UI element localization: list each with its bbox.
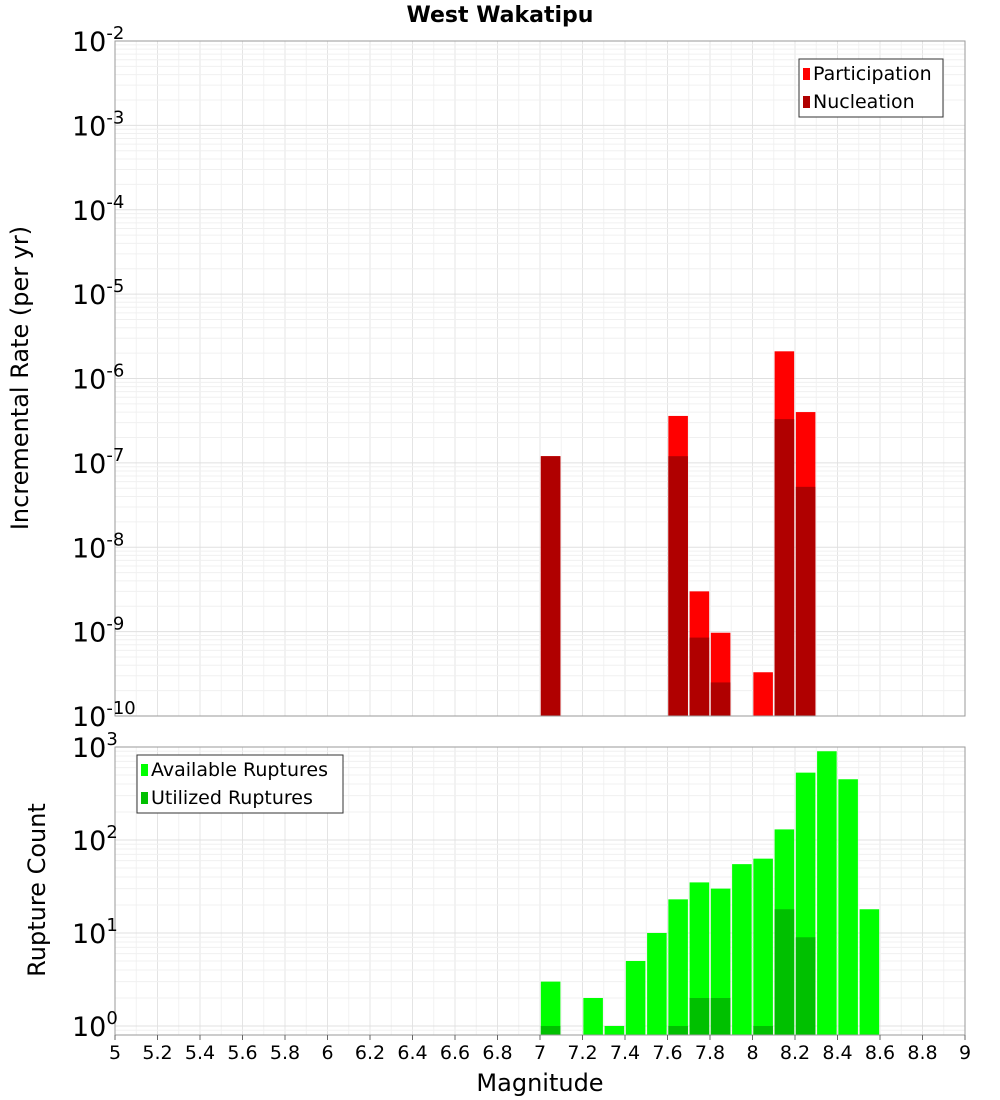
bar-secondary: [540, 456, 561, 716]
y-tick-label: 10-2: [72, 23, 124, 58]
legend-swatch: [803, 96, 810, 108]
bar-primary: [647, 932, 667, 1035]
x-tick-label: 7.6: [652, 1042, 682, 1064]
bar-primary: [838, 779, 858, 1035]
y-tick-label: 10-3: [72, 107, 124, 142]
bar-primary: [583, 997, 603, 1035]
y-tick-label: 10-7: [72, 445, 124, 480]
bar-secondary: [668, 1025, 688, 1035]
x-tick-label: 8.2: [780, 1042, 810, 1064]
x-axis-label: Magnitude: [476, 1069, 603, 1097]
x-tick-label: 6: [321, 1042, 333, 1064]
y-tick-label: 103: [72, 729, 118, 764]
bar-secondary: [710, 997, 731, 1035]
x-tick-label: 7.8: [695, 1042, 725, 1064]
x-tick-label: 6.8: [482, 1042, 512, 1064]
bar-primary: [604, 1025, 625, 1035]
bar-secondary: [795, 486, 816, 716]
x-tick-label: 6.6: [440, 1042, 470, 1064]
x-tick-label: 5.4: [185, 1042, 215, 1064]
legend-label: Nucleation: [813, 91, 915, 113]
y-tick-label: 10-9: [72, 614, 124, 649]
bar-secondary: [689, 637, 710, 716]
legend-label: Participation: [813, 63, 932, 85]
bar-primary: [540, 981, 561, 1035]
x-tick-label: 8.6: [865, 1042, 895, 1064]
bar-primary: [753, 672, 773, 716]
bar-secondary: [795, 937, 816, 1035]
bar-secondary: [668, 456, 688, 716]
top-legend: Participation Nucleation: [798, 58, 944, 118]
x-tick-label: 6.4: [397, 1042, 427, 1064]
bottom-panel-bars: [540, 751, 880, 1035]
y-tick-label: 10-4: [72, 192, 124, 227]
bar-primary: [817, 751, 837, 1035]
y-tick-label: 10-6: [72, 361, 124, 396]
x-tick-label: 8.4: [822, 1042, 852, 1064]
legend-swatch: [803, 68, 810, 80]
bar-primary: [859, 909, 880, 1035]
top-panel-bars: [540, 351, 816, 716]
x-tick-label: 7.2: [567, 1042, 597, 1064]
top-panel-grid: [114, 40, 966, 717]
legend-label: Available Ruptures: [151, 759, 328, 781]
bar-secondary: [689, 997, 710, 1035]
x-axis-ticks: 5 5.2 5.4 5.6 5.8 6 6.2 6.4 6.6 6.8 7 7.2 7.4 7.6 7.8 8…: [109, 1035, 971, 1064]
bar-secondary: [774, 419, 795, 716]
y-tick-label: 102: [72, 822, 118, 857]
bar-primary: [753, 858, 773, 1035]
y-tick-label: 10-8: [72, 529, 124, 564]
y-tick-label: 100: [72, 1008, 118, 1043]
bar-primary: [668, 899, 688, 1035]
legend-box: [136, 754, 344, 814]
x-tick-label: 7.4: [610, 1042, 640, 1064]
x-tick-label: 9: [959, 1042, 971, 1064]
bottom-legend: Available Ruptures Utilized Ruptures: [136, 754, 344, 814]
bar-secondary: [540, 1025, 561, 1035]
x-tick-label: 6.2: [355, 1042, 385, 1064]
legend-swatch: [141, 792, 148, 804]
bar-secondary: [774, 909, 795, 1035]
bar-primary: [625, 960, 646, 1035]
bottom-y-axis-label: Rupture Count: [23, 803, 51, 977]
x-tick-label: 5.2: [142, 1042, 172, 1064]
bar-primary: [689, 882, 710, 1035]
top-y-axis-label: Incremental Rate (per yr): [6, 226, 34, 530]
x-tick-label: 8.8: [907, 1042, 937, 1064]
x-tick-label: 5.6: [227, 1042, 257, 1064]
legend-swatch: [141, 764, 148, 776]
legend-box: [798, 58, 944, 118]
bar-secondary: [753, 1025, 773, 1035]
y-tick-label: 10-10: [72, 698, 136, 733]
x-tick-label: 5: [109, 1042, 121, 1064]
top-panel-frame: [114, 40, 966, 717]
y-tick-label: 101: [72, 915, 118, 950]
y-tick-label: 10-5: [72, 276, 124, 311]
legend-label: Utilized Ruptures: [151, 787, 313, 809]
bar-secondary: [710, 682, 731, 716]
x-tick-label: 5.8: [270, 1042, 300, 1064]
x-tick-label: 7: [534, 1042, 546, 1064]
top-panel-y-ticks: 10-2 10-3 10-4 10-5 10-6 10-7 10-8 10-9 10-10: [72, 23, 136, 733]
chart-title: West Wakatipu: [406, 3, 594, 28]
bar-primary: [732, 864, 752, 1035]
x-tick-label: 8: [746, 1042, 758, 1064]
bottom-panel-y-ticks: 103 102 101 100: [72, 729, 118, 1043]
